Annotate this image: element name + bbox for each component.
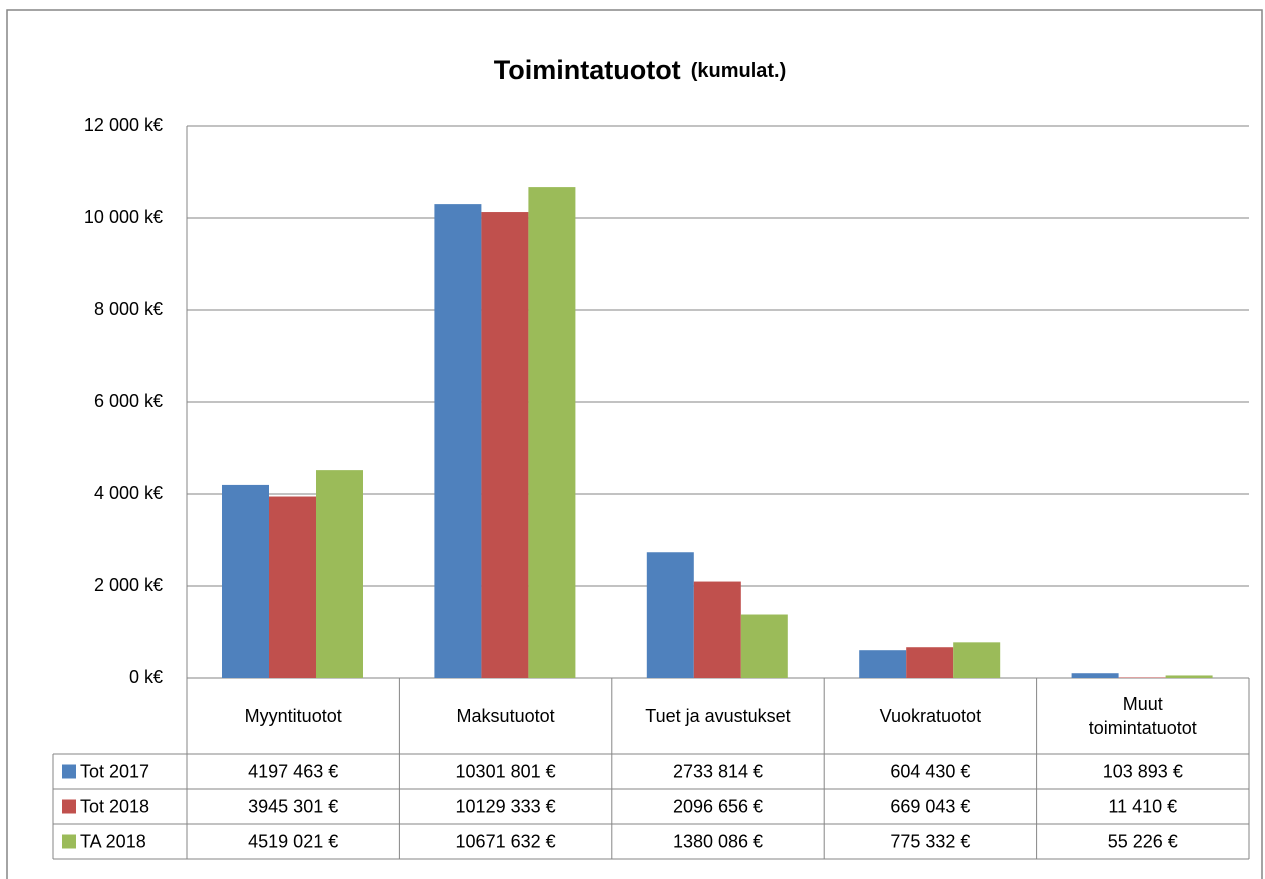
- table-value: 775 332 €: [890, 831, 970, 851]
- legend-label: Tot 2017: [80, 761, 149, 781]
- y-tick-label: 2 000 k€: [94, 575, 163, 595]
- x-tick-label-box: Tuet ja avustukset: [645, 706, 791, 726]
- table-value: 2733 814 €: [673, 761, 763, 781]
- table-value: 2096 656 €: [673, 796, 763, 816]
- table-value: 10671 632 €: [456, 831, 556, 851]
- bar: [859, 650, 907, 678]
- bar: [1071, 673, 1119, 678]
- x-tick-label-box: Muut toimintatuotot: [1088, 694, 1197, 738]
- legend-key: [62, 764, 76, 779]
- bar: [269, 496, 316, 678]
- bar: [693, 581, 741, 678]
- y-tick-label: 10 000 k€: [84, 207, 163, 227]
- bar: [528, 187, 576, 679]
- x-tick-label-box: Maksutuotot: [456, 706, 555, 726]
- chart-title: Toimintatuotot: [494, 55, 681, 85]
- table-value: 10129 333 €: [456, 796, 556, 816]
- table-value: 103 893 €: [1103, 761, 1183, 781]
- x-tick-label: Muut toimintatuotot: [1088, 694, 1197, 738]
- table-value: 4197 463 €: [248, 761, 338, 781]
- table-value: 604 430 €: [890, 761, 970, 781]
- bar: [906, 647, 954, 678]
- bar: [1165, 675, 1213, 678]
- table-value: 11 410 €: [1108, 796, 1177, 816]
- legend-key: [62, 799, 76, 814]
- table-value: 669 043 €: [890, 796, 970, 816]
- frame: [6, 9, 1263, 879]
- table-value: 3945 301 €: [248, 796, 338, 816]
- legend-key: [62, 834, 76, 849]
- x-tick-label: Tuet ja avustukset: [645, 706, 791, 726]
- y-tick-label: 6 000 k€: [94, 391, 163, 411]
- bar: [646, 552, 694, 678]
- x-tick-label: Myyntituotot: [244, 706, 342, 726]
- x-tick-label-box: Vuokratuotot: [879, 706, 982, 726]
- table-value: 4519 021 €: [248, 831, 338, 851]
- bar: [316, 470, 363, 678]
- legend-label: Tot 2018: [80, 796, 149, 816]
- chart-subtitle: (kumulat.): [691, 60, 787, 82]
- bar: [481, 212, 529, 679]
- y-tick-label: 8 000 k€: [94, 299, 163, 319]
- y-tick-label: 0 k€: [129, 667, 163, 687]
- chart-title-group: Toimintatuotot (kumulat.): [494, 55, 787, 85]
- bar: [953, 642, 1001, 678]
- table-value: 55 226 €: [1108, 831, 1178, 851]
- table-value: 1380 086 €: [673, 831, 763, 851]
- y-tick-label: 12 000 k€: [84, 115, 163, 135]
- x-tick-label: Vuokratuotot: [879, 706, 982, 726]
- bar: [222, 484, 269, 678]
- bar: [1118, 677, 1166, 678]
- table-value: 10301 801 €: [456, 761, 556, 781]
- bar: [740, 614, 788, 678]
- y-tick-label: 4 000 k€: [94, 483, 163, 503]
- bar: [434, 204, 482, 678]
- x-tick-label-box: Myyntituotot: [244, 706, 342, 726]
- x-tick-label: Maksutuotot: [456, 706, 555, 726]
- legend-label: TA 2018: [80, 831, 146, 851]
